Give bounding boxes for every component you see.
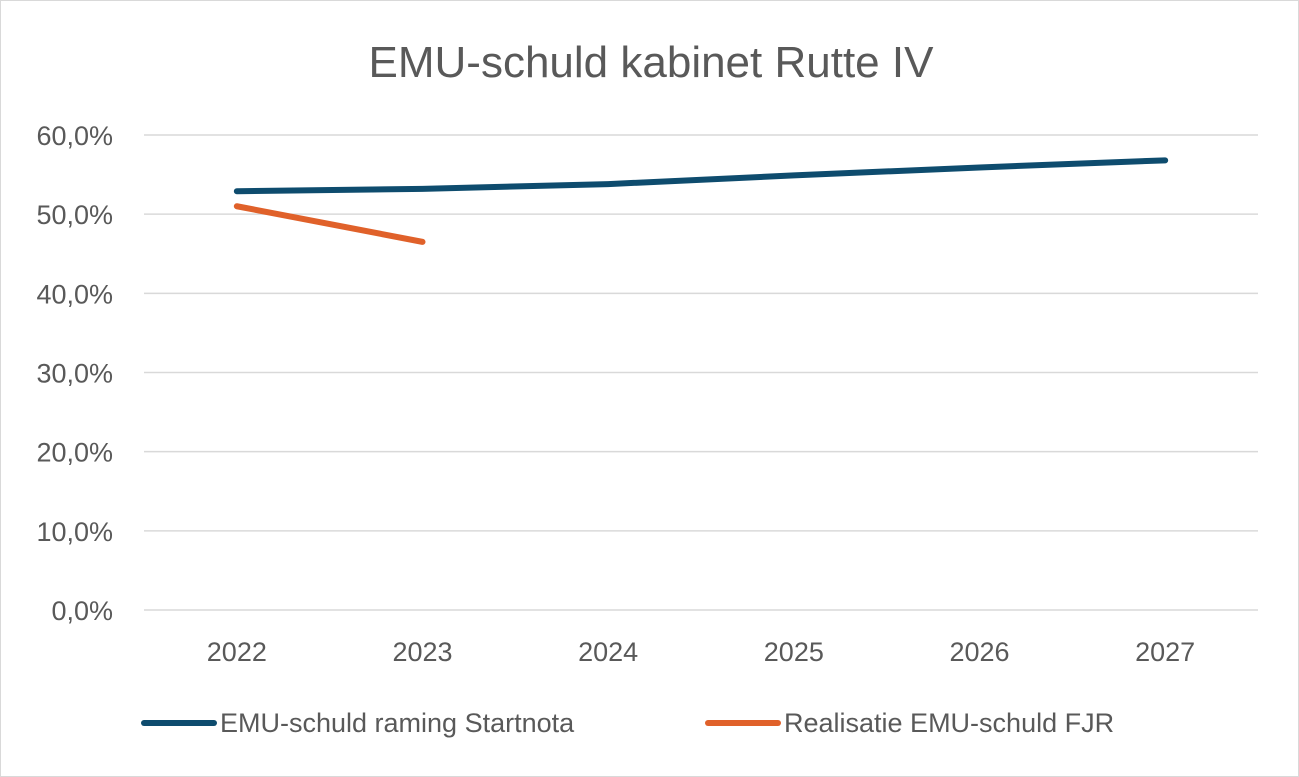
y-tick-label: 50,0% <box>36 200 113 230</box>
x-axis-labels: 2022 2023 2024 2025 2026 2027 <box>207 637 1195 667</box>
gridlines <box>144 134 1258 611</box>
series-lines <box>233 157 1169 245</box>
x-tick-label: 2024 <box>578 637 638 667</box>
x-tick-label: 2027 <box>1135 637 1195 667</box>
x-tick-label: 2026 <box>949 637 1009 667</box>
y-tick-label: 20,0% <box>36 438 113 468</box>
legend-label: EMU-schuld raming Startnota <box>220 708 575 738</box>
x-tick-label: 2023 <box>392 637 452 667</box>
series-line-1 <box>233 157 1169 195</box>
chart-title: EMU-schuld kabinet Rutte IV <box>369 38 935 87</box>
x-tick-label: 2022 <box>207 637 267 667</box>
legend: EMU-schuld raming Startnota Realisatie EM… <box>141 708 1114 738</box>
y-tick-label: 10,0% <box>36 517 113 547</box>
series-line-2 <box>233 203 426 245</box>
legend-label: Realisatie EMU-schuld FJR <box>784 708 1114 738</box>
x-tick-label: 2025 <box>764 637 824 667</box>
y-tick-label: 40,0% <box>36 279 113 309</box>
y-tick-label: 60,0% <box>36 121 113 151</box>
y-tick-label: 30,0% <box>36 359 113 389</box>
y-tick-label: 0,0% <box>51 596 113 626</box>
y-axis-labels: 0,0% 10,0% 20,0% 30,0% 40,0% 50,0% 60,0% <box>36 121 113 626</box>
